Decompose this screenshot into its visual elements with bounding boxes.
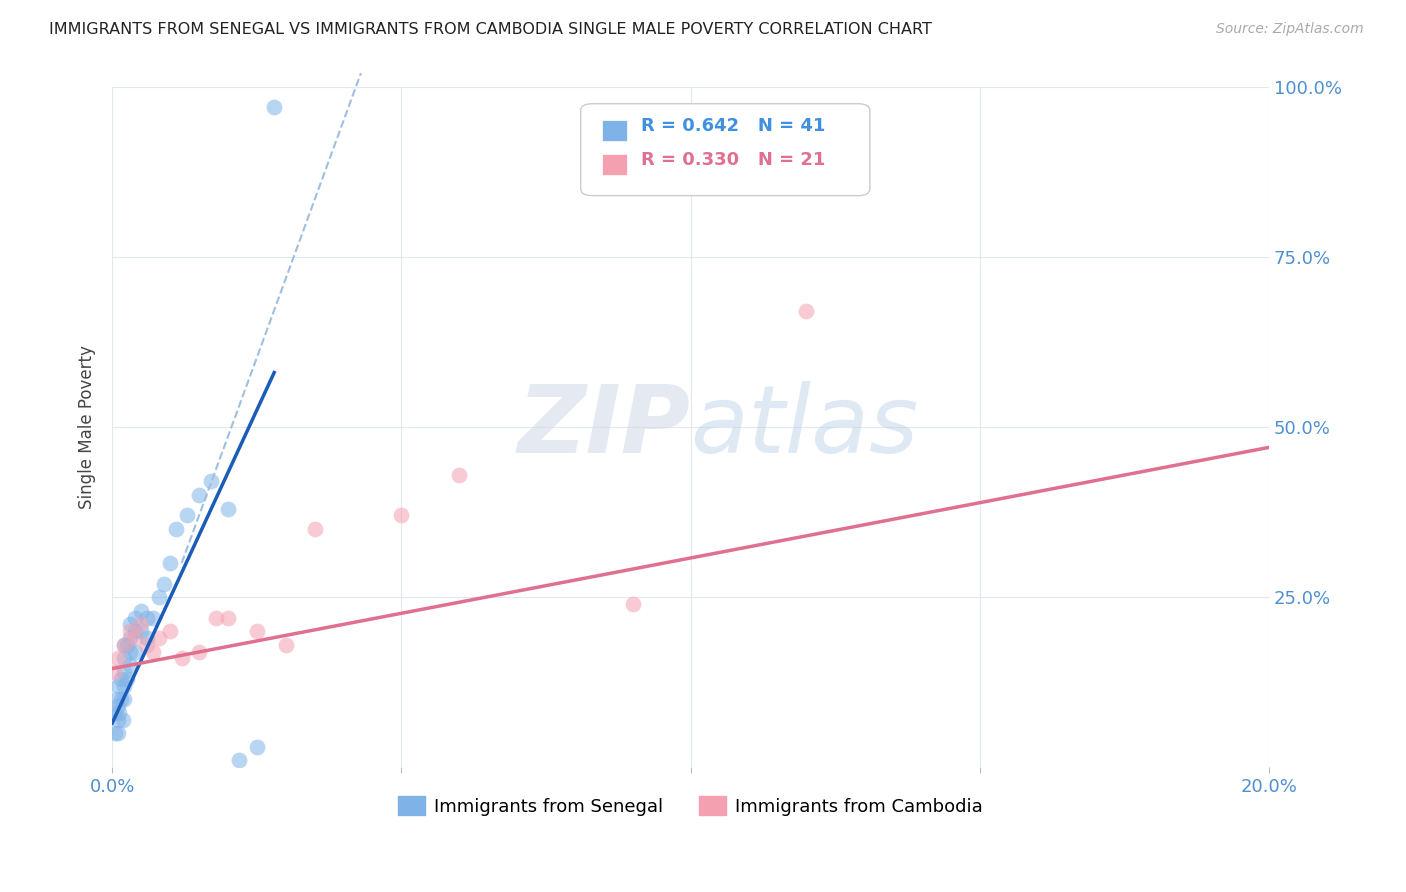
- Point: [124, 624, 146, 639]
- Point: [159, 556, 181, 570]
- Point: [118, 631, 141, 645]
- Point: [153, 576, 176, 591]
- Point: [217, 610, 239, 624]
- Point: [112, 651, 135, 665]
- Point: [142, 644, 165, 658]
- Point: [105, 692, 128, 706]
- Point: [304, 522, 326, 536]
- Point: [115, 672, 138, 686]
- Text: R = 0.330   N = 21: R = 0.330 N = 21: [641, 151, 825, 169]
- Point: [104, 706, 127, 720]
- Point: [124, 610, 146, 624]
- Point: [104, 665, 127, 679]
- Point: [107, 679, 129, 693]
- Point: [107, 698, 129, 713]
- Point: [112, 679, 135, 693]
- Point: [112, 665, 135, 679]
- Text: IMMIGRANTS FROM SENEGAL VS IMMIGRANTS FROM CAMBODIA SINGLE MALE POVERTY CORRELAT: IMMIGRANTS FROM SENEGAL VS IMMIGRANTS FR…: [49, 22, 932, 37]
- Bar: [602, 120, 627, 141]
- Point: [136, 631, 159, 645]
- Legend: Immigrants from Senegal, Immigrants from Cambodia: Immigrants from Senegal, Immigrants from…: [391, 789, 990, 823]
- Point: [794, 304, 817, 318]
- Point: [200, 475, 222, 489]
- Point: [142, 610, 165, 624]
- Point: [246, 739, 269, 754]
- Point: [115, 638, 138, 652]
- Point: [449, 467, 471, 482]
- Point: [104, 726, 127, 740]
- Point: [110, 692, 132, 706]
- Point: [148, 631, 170, 645]
- Point: [107, 651, 129, 665]
- FancyBboxPatch shape: [581, 103, 870, 195]
- Point: [621, 597, 644, 611]
- Point: [129, 617, 152, 632]
- Point: [148, 590, 170, 604]
- Point: [188, 488, 211, 502]
- Point: [118, 644, 141, 658]
- Text: R = 0.642   N = 41: R = 0.642 N = 41: [641, 117, 825, 135]
- Text: ZIP: ZIP: [517, 381, 690, 473]
- Bar: [602, 154, 627, 175]
- Y-axis label: Single Male Poverty: Single Male Poverty: [79, 345, 96, 509]
- Point: [129, 624, 152, 639]
- Point: [159, 624, 181, 639]
- Point: [107, 726, 129, 740]
- Text: Source: ZipAtlas.com: Source: ZipAtlas.com: [1216, 22, 1364, 37]
- Point: [112, 638, 135, 652]
- Point: [188, 644, 211, 658]
- Point: [136, 638, 159, 652]
- Point: [274, 638, 297, 652]
- Point: [124, 644, 146, 658]
- Point: [112, 692, 135, 706]
- Point: [110, 672, 132, 686]
- Point: [118, 624, 141, 639]
- Point: [246, 624, 269, 639]
- Point: [391, 508, 413, 523]
- Point: [118, 658, 141, 673]
- Point: [205, 610, 228, 624]
- Point: [176, 508, 198, 523]
- Point: [111, 713, 134, 727]
- Point: [124, 631, 146, 645]
- Point: [217, 501, 239, 516]
- Point: [112, 638, 135, 652]
- Point: [107, 713, 129, 727]
- Point: [136, 610, 159, 624]
- Point: [165, 522, 187, 536]
- Point: [170, 651, 193, 665]
- Point: [108, 706, 131, 720]
- Point: [228, 754, 250, 768]
- Text: atlas: atlas: [690, 382, 920, 473]
- Point: [263, 100, 285, 114]
- Point: [118, 617, 141, 632]
- Point: [129, 604, 152, 618]
